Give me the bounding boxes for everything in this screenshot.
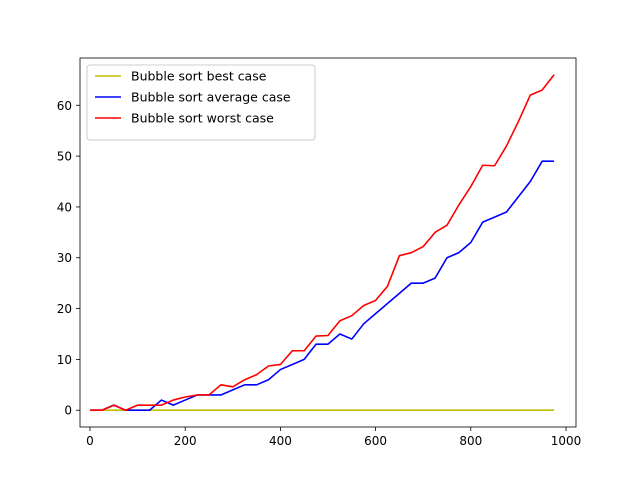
y-tick-label: 40 bbox=[57, 200, 72, 214]
x-axis: 0 200 400 600 800 1000 bbox=[86, 427, 581, 448]
x-tick-label: 0 bbox=[86, 434, 94, 448]
plot-frame bbox=[79, 57, 577, 428]
legend-box bbox=[86, 64, 316, 141]
x-tick-label: 600 bbox=[364, 434, 387, 448]
legend-label: Bubble sort average case bbox=[131, 90, 291, 105]
x-tick-label: 1000 bbox=[551, 434, 582, 448]
series-layer bbox=[90, 74, 555, 412]
y-axis: 0 10 20 30 40 50 60 bbox=[57, 99, 80, 418]
x-tick-label: 800 bbox=[459, 434, 482, 448]
legend-label: Bubble sort best case bbox=[131, 69, 267, 84]
y-tick-label: 20 bbox=[57, 302, 72, 316]
y-tick-label: 50 bbox=[57, 150, 72, 164]
legend-label: Bubble sort worst case bbox=[131, 111, 274, 126]
y-tick-label: 30 bbox=[57, 251, 72, 265]
legend: Bubble sort best case Bubble sort average… bbox=[86, 64, 316, 141]
y-tick-label: 60 bbox=[57, 99, 72, 113]
x-tick-label: 200 bbox=[174, 434, 197, 448]
series-line-3 bbox=[90, 74, 555, 412]
x-tick-label: 400 bbox=[269, 434, 292, 448]
y-tick-label: 0 bbox=[64, 404, 72, 418]
y-tick-label: 10 bbox=[57, 353, 72, 367]
